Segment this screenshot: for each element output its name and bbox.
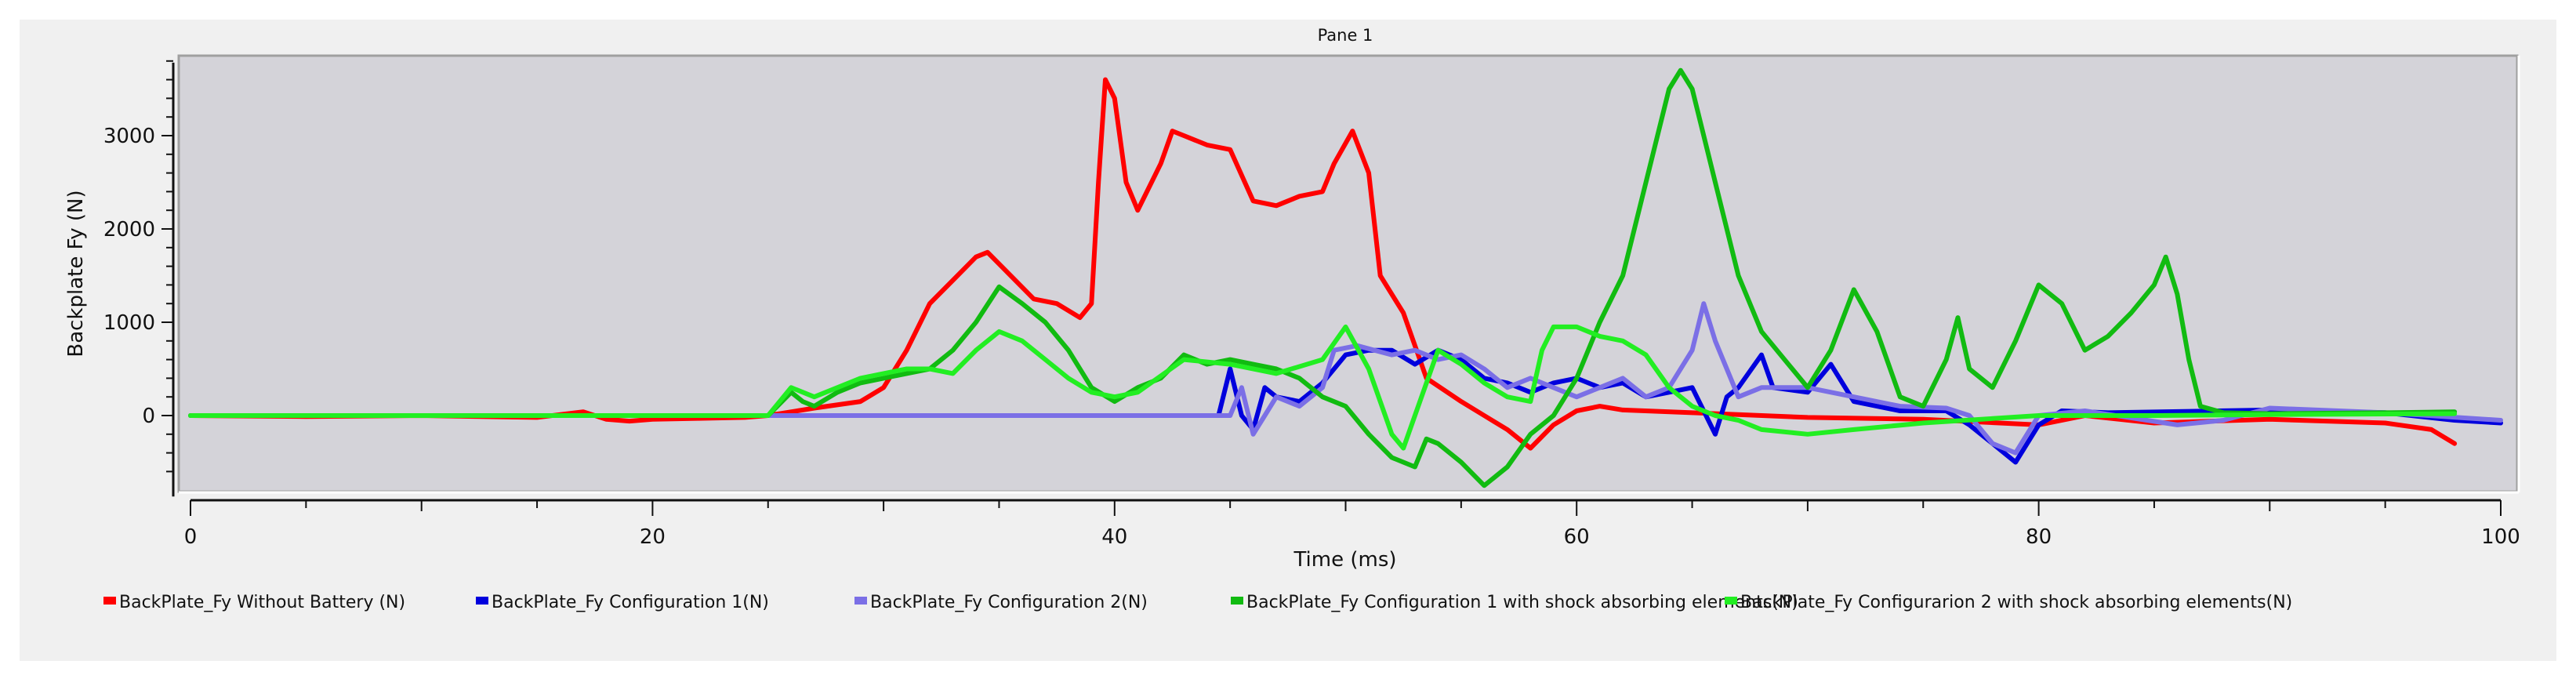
y-tick-label: 3000 [103,125,155,148]
x-tick-label: 40 [1101,525,1127,549]
legend-swatch [1725,597,1737,605]
legend-label: BackPlate_Fy Configuration 1 with shock … [1246,593,1798,612]
legend-swatch [1231,597,1243,605]
series-line-5 [188,324,2458,451]
x-tick-label: 0 [184,525,198,549]
y-tick-label: 2000 [103,218,155,241]
plot-area [177,54,2519,493]
pane-title: Pane 1 [1318,26,1373,45]
legend-label: BackPlate_Fy Without Battery (N) [119,593,405,612]
legend-item: BackPlate_Fy Configuration 2(N) [854,593,1148,612]
legend-swatch [476,597,488,605]
series-line-4 [188,67,2458,488]
series-lines [188,67,2503,488]
legend-swatch [103,597,116,605]
legend-item: BackPlate_Fy Configurarion 2 with shock … [1725,593,2292,612]
legend-label: BackPlate_Fy Configuration 2(N) [870,593,1148,612]
legend-label: BackPlate_Fy Configurarion 2 with shock … [1740,593,2292,612]
legend-item: BackPlate_Fy Without Battery (N) [103,593,405,612]
y-tick-label: 1000 [103,311,155,335]
y-axis-label: Backplate Fy (N) [64,190,88,357]
x-tick-label: 60 [1564,525,1590,549]
series-line-3 [188,301,2503,456]
x-axis-label: Time (ms) [1293,548,1396,572]
y-tick-label: 0 [142,405,155,428]
x-tick-label: 80 [2026,525,2052,549]
legend-item: BackPlate_Fy Configuration 1 with shock … [1231,593,1798,612]
x-tick-label: 20 [640,525,666,549]
legend-item: BackPlate_Fy Configuration 1(N) [476,593,769,612]
x-tick-label: 100 [2481,525,2520,549]
x-axis: 0 20 40 60 80 100 [184,499,2520,549]
legend: BackPlate_Fy Without Battery (N) BackPlat… [103,593,2292,612]
legend-label: BackPlate_Fy Configuration 1(N) [492,593,769,612]
legend-swatch [854,597,867,605]
y-axis: 0 1000 2000 3000 [103,60,175,497]
